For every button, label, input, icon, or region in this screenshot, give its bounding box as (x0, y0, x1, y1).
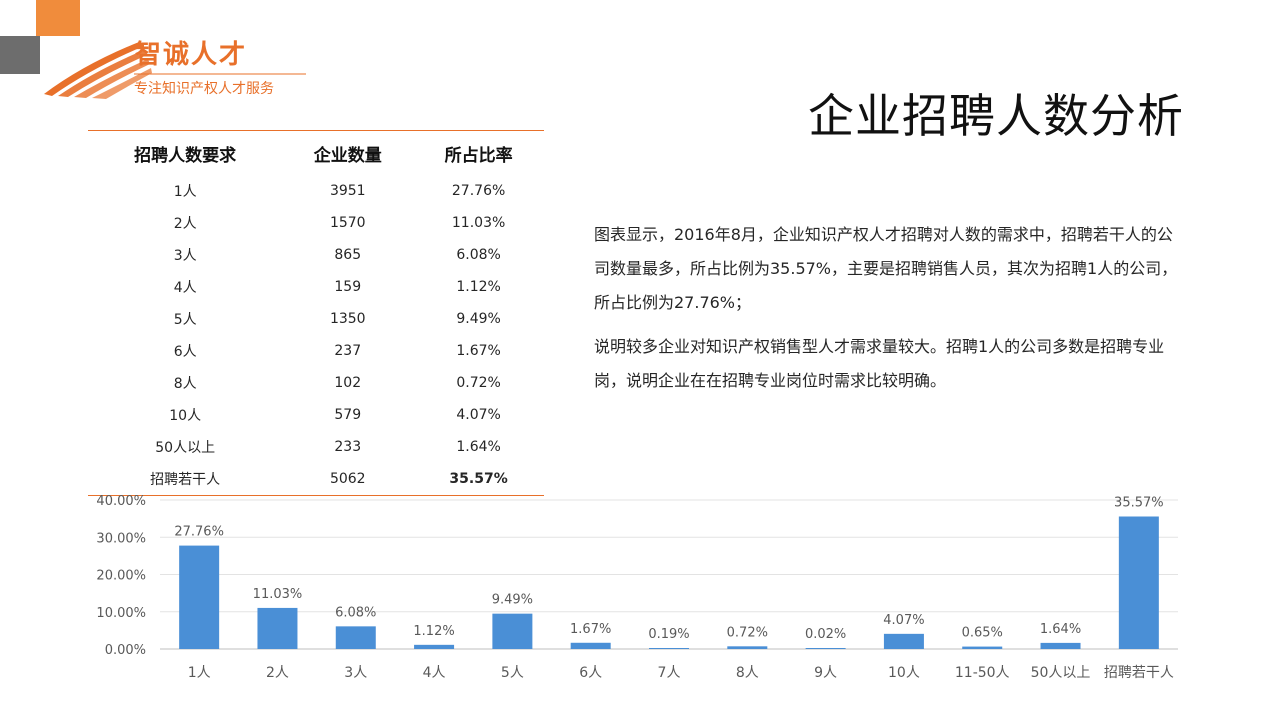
table-header-row: 招聘人数要求 企业数量 所占比率 (88, 130, 544, 175)
cell-count: 579 (334, 407, 362, 423)
cell-count: 3951 (329, 183, 366, 199)
x-tick-label: 6人 (579, 665, 602, 681)
table-row: 50人以上 233 1.64% (88, 431, 544, 463)
x-tick-label: 5人 (501, 665, 524, 681)
recruitment-bar-chart: 0.00% 10.00% 20.00% 30.00% 40.00% 27.76% 1人 11.… (96, 494, 1178, 681)
bar (727, 646, 768, 649)
cell-ratio: 6.08% (456, 247, 501, 263)
header-requirement: 招聘人数要求 (88, 130, 283, 175)
cell-ratio: 1.67% (456, 343, 501, 359)
orange-square-decoration (36, 0, 80, 36)
cell-count: 237 (334, 343, 362, 359)
cell-count: 1570 (329, 215, 366, 231)
cell-ratio: 11.03% (451, 215, 506, 231)
recruitment-table: 招聘人数要求 企业数量 所占比率 1人 3951 27.76% 2人 1570 11.0… (88, 130, 544, 496)
data-label: 11.03% (253, 587, 303, 602)
header-company-count: 企业数量 (282, 130, 414, 175)
data-label: 1.64% (1040, 622, 1081, 637)
cell-requirement: 5人 (173, 312, 197, 328)
cell-count: 1350 (329, 311, 366, 327)
x-tick-label: 4人 (423, 665, 446, 681)
bar (492, 613, 533, 649)
cell-count: 159 (334, 279, 362, 295)
cell-count: 5062 (282, 463, 414, 496)
page-title: 企业招聘人数分析 (808, 89, 1184, 143)
x-tick-label: 10人 (888, 665, 920, 681)
data-label: 4.07% (883, 613, 924, 628)
table-row: 2人 1570 11.03% (88, 207, 544, 239)
cell-requirement: 8人 (173, 376, 197, 392)
data-label: 27.76% (174, 525, 224, 540)
y-tick-label: 20.00% (96, 569, 146, 584)
bar (570, 642, 611, 649)
bar (962, 646, 1003, 649)
y-tick-label: 10.00% (96, 606, 146, 621)
table-row: 8人 102 0.72% (88, 367, 544, 399)
data-label: 35.57% (1114, 496, 1164, 511)
bar (257, 607, 298, 649)
cell-count: 865 (334, 247, 362, 263)
cell-requirement: 4人 (173, 280, 197, 296)
x-tick-label: 招聘若干人 (1104, 665, 1174, 681)
table-row: 10人 579 4.07% (88, 399, 544, 431)
y-tick-label: 40.00% (96, 494, 146, 509)
cell-requirement: 1人 (173, 184, 197, 200)
bar (179, 545, 220, 649)
gray-square-decoration (0, 36, 40, 74)
cell-ratio: 0.72% (456, 375, 501, 391)
cell-ratio: 27.76% (451, 183, 506, 199)
cell-ratio: 4.07% (456, 407, 501, 423)
table-row: 6人 237 1.67% (88, 335, 544, 367)
data-label: 0.65% (962, 626, 1003, 641)
x-tick-label: 9人 (814, 665, 837, 681)
header-ratio: 所占比率 (413, 130, 544, 175)
cell-count: 102 (334, 375, 362, 391)
bar (805, 648, 846, 649)
cell-requirement: 10人 (169, 408, 202, 424)
cell-count: 233 (334, 439, 362, 455)
x-tick-label: 7人 (658, 665, 681, 681)
table-row: 招聘若干人 5062 35.57% (88, 463, 544, 496)
y-tick-label: 30.00% (96, 531, 146, 546)
x-tick-label: 1人 (188, 665, 211, 681)
table-row: 5人 1350 9.49% (88, 303, 544, 335)
cell-requirement: 50人以上 (155, 440, 216, 456)
x-tick-label: 2人 (266, 665, 289, 681)
bar (1118, 516, 1159, 649)
cell-ratio-highlight: 35.57% (413, 463, 544, 496)
data-label: 0.19% (648, 627, 689, 642)
table-row: 4人 159 1.12% (88, 271, 544, 303)
data-label: 9.49% (492, 593, 533, 608)
x-tick-label: 3人 (344, 665, 367, 681)
table-row: 3人 865 6.08% (88, 239, 544, 271)
brand-subtitle: 专注知识产权人才服务 (134, 81, 274, 97)
data-label: 1.12% (413, 624, 454, 639)
cell-ratio: 9.49% (456, 311, 501, 327)
data-label: 0.72% (727, 625, 768, 640)
data-label: 1.67% (570, 622, 611, 637)
data-label: 6.08% (335, 605, 376, 620)
bar (883, 633, 924, 649)
cell-ratio: 1.12% (456, 279, 501, 295)
cell-ratio: 1.64% (456, 439, 501, 455)
description-paragraph-1: 图表显示，2016年8月，企业知识产权人才招聘对人数的需求中，招聘若干人的公司数… (594, 225, 1178, 312)
x-tick-label: 8人 (736, 665, 759, 681)
x-tick-label: 11-50人 (955, 665, 1010, 681)
cell-requirement: 3人 (173, 248, 197, 264)
bar (649, 648, 689, 649)
logo-stripes-icon (44, 42, 306, 99)
bar (335, 626, 376, 649)
cell-requirement: 6人 (173, 344, 197, 360)
table-row: 1人 3951 27.76% (88, 175, 544, 207)
y-tick-label: 0.00% (105, 643, 146, 658)
description-paragraph-2: 说明较多企业对知识产权销售型人才需求量较大。招聘1人的公司多数是招聘专业岗，说明… (594, 337, 1165, 390)
brand-title: 智诚人才 (135, 40, 248, 70)
cell-requirement: 2人 (173, 216, 197, 232)
bar (1040, 642, 1081, 649)
x-tick-label: 50人以上 (1031, 665, 1091, 681)
analysis-description: 图表显示，2016年8月，企业知识产权人才招聘对人数的需求中，招聘若干人的公司数… (594, 218, 1186, 408)
bar (414, 644, 455, 649)
cell-requirement: 招聘若干人 (88, 463, 283, 496)
data-label: 0.02% (805, 627, 846, 642)
